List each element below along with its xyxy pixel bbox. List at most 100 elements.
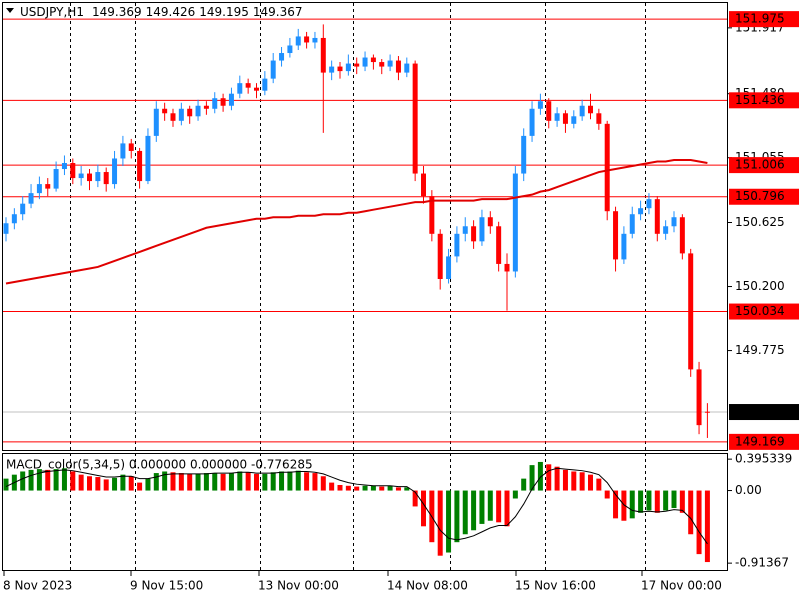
candle-body: [103, 172, 109, 185]
level-label: 150.796: [735, 189, 785, 203]
candle-body: [195, 105, 201, 117]
macd-bar: [95, 477, 101, 491]
macd-bar: [270, 472, 276, 491]
macd-bar: [362, 485, 368, 491]
level-label-box: [729, 188, 799, 205]
macd-bar: [521, 478, 527, 491]
macd-bar: [228, 473, 234, 491]
macd-bar: [112, 477, 118, 491]
open-value: 149.369: [92, 5, 142, 19]
macd-bar: [212, 473, 218, 491]
candle-body: [395, 60, 401, 73]
candle-body: [337, 66, 343, 72]
macd-bar: [454, 490, 460, 543]
x-tick-label: 17 Nov 00:00: [641, 579, 722, 593]
macd-bar: [704, 490, 710, 563]
macd-bar: [103, 479, 109, 491]
vertical-grid: [70, 3, 646, 570]
candle-body: [688, 253, 694, 370]
macd-bar: [562, 469, 568, 491]
candle-body: [245, 83, 251, 88]
macd-bar: [53, 469, 59, 491]
macd-bar: [36, 469, 42, 491]
candle-body: [537, 101, 543, 109]
macd-bar: [379, 486, 385, 491]
macd-bar: [421, 490, 426, 527]
macd-bar: [45, 469, 51, 491]
macd-frame: [2, 453, 728, 571]
candle-body: [95, 172, 101, 182]
candle-body: [295, 36, 301, 46]
y-tick-label: 150.625: [735, 215, 785, 229]
level-label: 151.006: [735, 158, 785, 172]
candle-body: [571, 116, 577, 124]
macd-bar: [287, 471, 293, 491]
macd-bar: [128, 476, 134, 491]
candle-body: [53, 169, 59, 189]
candle-body: [262, 78, 268, 91]
macd-bar: [237, 471, 243, 491]
macd-bar: [395, 487, 401, 491]
macd-bar: [654, 490, 660, 513]
bid-label: 149.367: [735, 405, 785, 419]
level-label: 149.169: [735, 434, 785, 448]
x-tick-label: 13 Nov 00:00: [258, 579, 339, 593]
candle-body: [137, 150, 143, 182]
macd-bar: [145, 478, 151, 491]
macd-bar: [195, 473, 201, 491]
level-label-box: [729, 433, 799, 450]
macd-bar: [120, 474, 126, 491]
macd-bar: [437, 490, 443, 556]
candle-body: [529, 108, 535, 136]
candle-body: [437, 233, 443, 280]
macd-bar: [3, 478, 9, 491]
macd-bar: [554, 466, 560, 491]
macd-bar: [579, 472, 585, 491]
candle-body: [404, 63, 410, 73]
macd-bar: [621, 490, 627, 521]
macd-bar: [295, 470, 301, 491]
chart-header: USDJPY,H1 149.369 149.426 149.195 149.367: [20, 5, 302, 19]
candle-body: [588, 105, 593, 114]
macd-bar: [646, 490, 652, 511]
candle-body: [362, 57, 368, 67]
macd-bar: [78, 474, 84, 491]
candle-body: [70, 162, 76, 179]
macd-bar: [87, 476, 92, 491]
macd-label: MACD_color(5,34,5) 0.000000 0.000000 -0.…: [6, 458, 313, 472]
candle-body: [671, 217, 677, 227]
candle-body: [45, 184, 51, 189]
macd-bar: [604, 490, 610, 499]
candle-body: [254, 87, 259, 91]
candle-body: [579, 105, 585, 117]
menu-triangle[interactable]: [6, 8, 14, 13]
candle-body: [479, 217, 485, 242]
level-label: 151.436: [735, 93, 785, 107]
macd-bar: [304, 472, 310, 491]
macd-bar: [153, 473, 159, 491]
candle-body: [613, 211, 619, 260]
macd-bar: [529, 465, 535, 491]
macd-bar: [70, 471, 76, 491]
candle-body: [596, 113, 602, 124]
macd-bar: [479, 490, 485, 524]
candle-body: [178, 108, 184, 121]
low-value: 149.195: [199, 5, 249, 19]
candle-body: [162, 108, 168, 114]
macd-bar: [254, 473, 259, 491]
macd-bar: [546, 464, 552, 491]
macd-bar: [679, 490, 685, 513]
macd-bar: [245, 472, 251, 491]
candle-body: [679, 217, 685, 254]
candle-body: [153, 108, 159, 136]
candle-body: [187, 108, 193, 117]
candle-body: [562, 113, 568, 124]
candle-body: [304, 36, 310, 43]
candle-body: [554, 113, 560, 121]
macd-bar: [345, 485, 351, 491]
x-tick-label: 8 Nov 2023: [3, 579, 72, 593]
candle-body: [345, 63, 351, 72]
macd-bar: [28, 469, 34, 491]
symbol: USDJPY,H1: [20, 5, 84, 19]
